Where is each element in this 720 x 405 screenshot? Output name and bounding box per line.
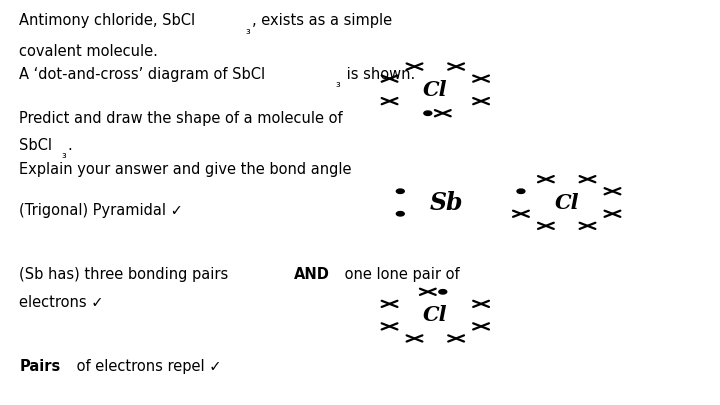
Text: Sb: Sb [429, 190, 463, 215]
Circle shape [397, 189, 404, 194]
Circle shape [517, 189, 525, 194]
Circle shape [397, 211, 404, 216]
Text: , exists as a simple: , exists as a simple [252, 13, 392, 28]
Text: (Trigonal) Pyramidal ✓: (Trigonal) Pyramidal ✓ [19, 202, 183, 217]
Circle shape [424, 111, 432, 115]
Circle shape [439, 290, 446, 294]
Text: Cl: Cl [423, 80, 448, 100]
Text: AND: AND [294, 267, 330, 282]
Text: Cl: Cl [423, 305, 448, 325]
Text: Predict and draw the shape of a molecule of: Predict and draw the shape of a molecule… [19, 111, 343, 126]
Text: Explain your answer and give the bond angle: Explain your answer and give the bond an… [19, 162, 352, 177]
Text: Cl: Cl [554, 192, 579, 213]
Text: one lone pair of: one lone pair of [341, 267, 460, 282]
Text: of electrons repel ✓: of electrons repel ✓ [72, 359, 222, 374]
Text: ₃: ₃ [336, 77, 341, 90]
Text: is shown.: is shown. [342, 66, 415, 81]
Text: .: . [68, 138, 73, 153]
Text: electrons ✓: electrons ✓ [19, 295, 104, 310]
Text: SbCl: SbCl [19, 138, 53, 153]
Text: ₃: ₃ [246, 23, 251, 36]
Text: ₃: ₃ [62, 148, 66, 161]
Text: Antimony chloride, SbCl: Antimony chloride, SbCl [19, 13, 195, 28]
Text: covalent molecule.: covalent molecule. [19, 44, 158, 59]
Text: (Sb has) three bonding pairs: (Sb has) three bonding pairs [19, 267, 233, 282]
Text: A ‘dot-and-cross’ diagram of SbCl: A ‘dot-and-cross’ diagram of SbCl [19, 66, 266, 81]
Text: Pairs: Pairs [19, 359, 60, 374]
